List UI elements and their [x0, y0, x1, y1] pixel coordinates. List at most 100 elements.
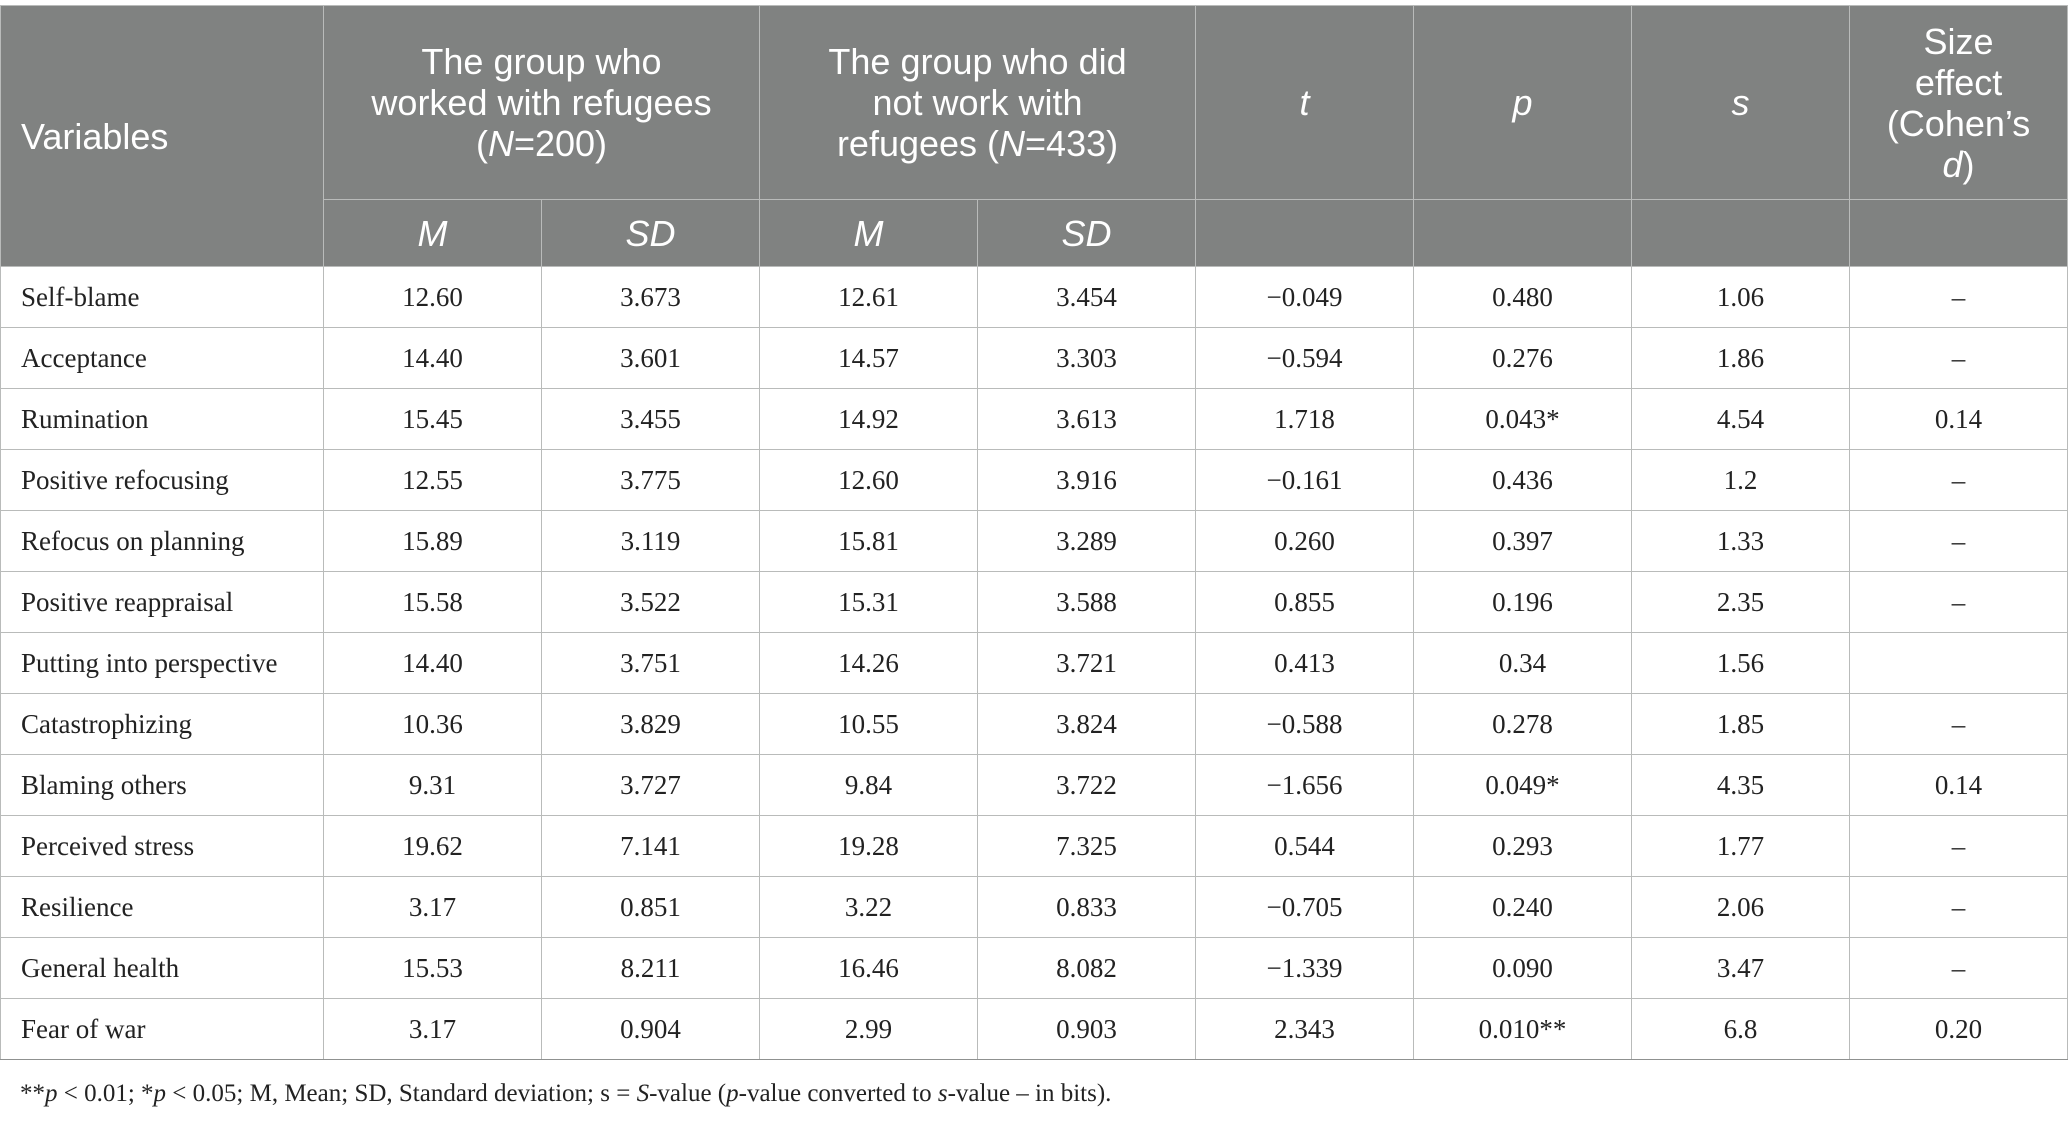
cell-variable: Self-blame	[0, 266, 324, 328]
cell-p: 0.049*	[1413, 754, 1633, 816]
cell-t: 0.413	[1195, 632, 1415, 694]
header-s: s	[1631, 5, 1851, 200]
cell-p: 0.090	[1413, 937, 1633, 999]
cell-sd-not-worked: 0.833	[977, 876, 1197, 938]
cell-variable: Acceptance	[0, 327, 324, 389]
cell-sd-not-worked: 3.916	[977, 449, 1197, 511]
header-effect-size: Size effect (Cohen’s d)	[1849, 5, 2068, 200]
cell-sd-worked: 3.775	[540, 449, 761, 511]
cell-p: 0.436	[1413, 449, 1633, 511]
cell-p: 0.278	[1413, 693, 1633, 755]
cell-mean-not-worked: 12.60	[759, 449, 979, 511]
cell-effect-size: –	[1849, 449, 2068, 511]
cell-sd-not-worked: 3.824	[977, 693, 1197, 755]
cell-mean-worked: 14.40	[323, 327, 542, 389]
cell-s: 1.77	[1631, 815, 1851, 877]
cell-mean-not-worked: 10.55	[759, 693, 979, 755]
header-sd-not-worked: SD	[977, 199, 1197, 267]
cell-mean-not-worked: 3.22	[759, 876, 979, 938]
cell-mean-worked: 3.17	[323, 876, 542, 938]
table-row: Positive refocusing 12.55 3.775 12.60 3.916−…	[0, 449, 2068, 511]
header-blank-p	[1413, 199, 1633, 267]
cell-sd-worked: 3.455	[540, 388, 761, 450]
cell-mean-worked: 12.55	[323, 449, 542, 511]
header-m-not-worked: M	[759, 199, 979, 267]
cell-variable: Putting into perspective	[0, 632, 324, 694]
cell-variable: Positive reappraisal	[0, 571, 324, 633]
cell-t: −1.656	[1195, 754, 1415, 816]
cell-s: 6.8	[1631, 998, 1851, 1060]
cell-t: −0.161	[1195, 449, 1415, 511]
cell-mean-worked: 15.53	[323, 937, 542, 999]
cell-p: 0.293	[1413, 815, 1633, 877]
cell-t: −0.594	[1195, 327, 1415, 389]
cell-variable: Refocus on planning	[0, 510, 324, 572]
cell-sd-not-worked: 0.903	[977, 998, 1197, 1060]
cell-s: 1.06	[1631, 266, 1851, 328]
cell-effect-size: –	[1849, 693, 2068, 755]
cell-sd-worked: 8.211	[540, 937, 761, 999]
cell-mean-worked: 12.60	[323, 266, 542, 328]
cell-effect-size: –	[1849, 815, 2068, 877]
header-t: t	[1195, 5, 1415, 200]
cell-s: 4.54	[1631, 388, 1851, 450]
cell-mean-worked: 10.36	[323, 693, 542, 755]
cell-mean-not-worked: 19.28	[759, 815, 979, 877]
cell-t: −1.339	[1195, 937, 1415, 999]
cell-s: 1.2	[1631, 449, 1851, 511]
header-group-worked: The group who worked with refugees (N=20…	[322, 5, 761, 200]
cell-s: 2.35	[1631, 571, 1851, 633]
cell-sd-not-worked: 3.454	[977, 266, 1197, 328]
cell-t: −0.049	[1195, 266, 1415, 328]
cell-mean-worked: 19.62	[323, 815, 542, 877]
table-row: Perceived stress 19.62 7.141 19.28 7.325 0.54…	[0, 815, 2068, 877]
cell-effect-size	[1849, 632, 2068, 694]
cell-mean-not-worked: 2.99	[759, 998, 979, 1060]
table-row: Refocus on planning 15.89 3.119 15.81 3.289 0…	[0, 510, 2068, 572]
cell-mean-worked: 15.89	[323, 510, 542, 572]
cell-effect-size: –	[1849, 510, 2068, 572]
table-body: Self-blame 12.60 3.673 12.61 3.454 −0.049 0.48…	[0, 266, 2068, 1060]
cell-mean-not-worked: 14.26	[759, 632, 979, 694]
cell-variable: Blaming others	[0, 754, 324, 816]
cell-p: 0.34	[1413, 632, 1633, 694]
table-row: Catastrophizing 10.36 3.829 10.55 3.824 −0.58…	[0, 693, 2068, 755]
cell-t: 0.544	[1195, 815, 1415, 877]
cell-sd-not-worked: 3.721	[977, 632, 1197, 694]
cell-sd-not-worked: 3.588	[977, 571, 1197, 633]
table-footnote: **p < 0.01; *p < 0.05; M, Mean; SD, Stan…	[20, 1080, 1112, 1107]
cell-sd-worked: 3.119	[540, 510, 761, 572]
table-row: Acceptance 14.40 3.601 14.57 3.303 −0.594 0.27…	[0, 327, 2068, 389]
cell-s: 1.33	[1631, 510, 1851, 572]
cell-variable: Perceived stress	[0, 815, 324, 877]
cell-effect-size: 0.14	[1849, 388, 2068, 450]
cell-sd-worked: 3.522	[540, 571, 761, 633]
cell-mean-not-worked: 14.57	[759, 327, 979, 389]
header-m-worked: M	[323, 199, 542, 267]
cell-variable: Rumination	[0, 388, 324, 450]
cell-p: 0.480	[1413, 266, 1633, 328]
cell-sd-not-worked: 3.613	[977, 388, 1197, 450]
cell-sd-not-worked: 7.325	[977, 815, 1197, 877]
cell-t: 0.855	[1195, 571, 1415, 633]
header-blank-effect	[1849, 199, 2068, 267]
cell-s: 1.56	[1631, 632, 1851, 694]
cell-t: 2.343	[1195, 998, 1415, 1060]
cell-p: 0.276	[1413, 327, 1633, 389]
cell-variable: Positive refocusing	[0, 449, 324, 511]
cell-s: 1.86	[1631, 327, 1851, 389]
table-row: Resilience 3.17 0.851 3.22 0.833 −0.705 0.240 2…	[0, 876, 2068, 938]
cell-s: 3.47	[1631, 937, 1851, 999]
cell-mean-not-worked: 9.84	[759, 754, 979, 816]
table-row: Putting into perspective 14.40 3.751 14.26 3…	[0, 632, 2068, 694]
cell-s: 2.06	[1631, 876, 1851, 938]
cell-effect-size: –	[1849, 571, 2068, 633]
cell-sd-not-worked: 3.722	[977, 754, 1197, 816]
table-row: Rumination 15.45 3.455 14.92 3.613 1.718 0.043…	[0, 388, 2068, 450]
cell-mean-not-worked: 12.61	[759, 266, 979, 328]
cell-mean-worked: 15.58	[323, 571, 542, 633]
header-group-not-worked: The group who did not work with refugees…	[759, 5, 1197, 200]
cell-p: 0.196	[1413, 571, 1633, 633]
header-sd-worked: SD	[540, 199, 761, 267]
cell-mean-worked: 9.31	[323, 754, 542, 816]
